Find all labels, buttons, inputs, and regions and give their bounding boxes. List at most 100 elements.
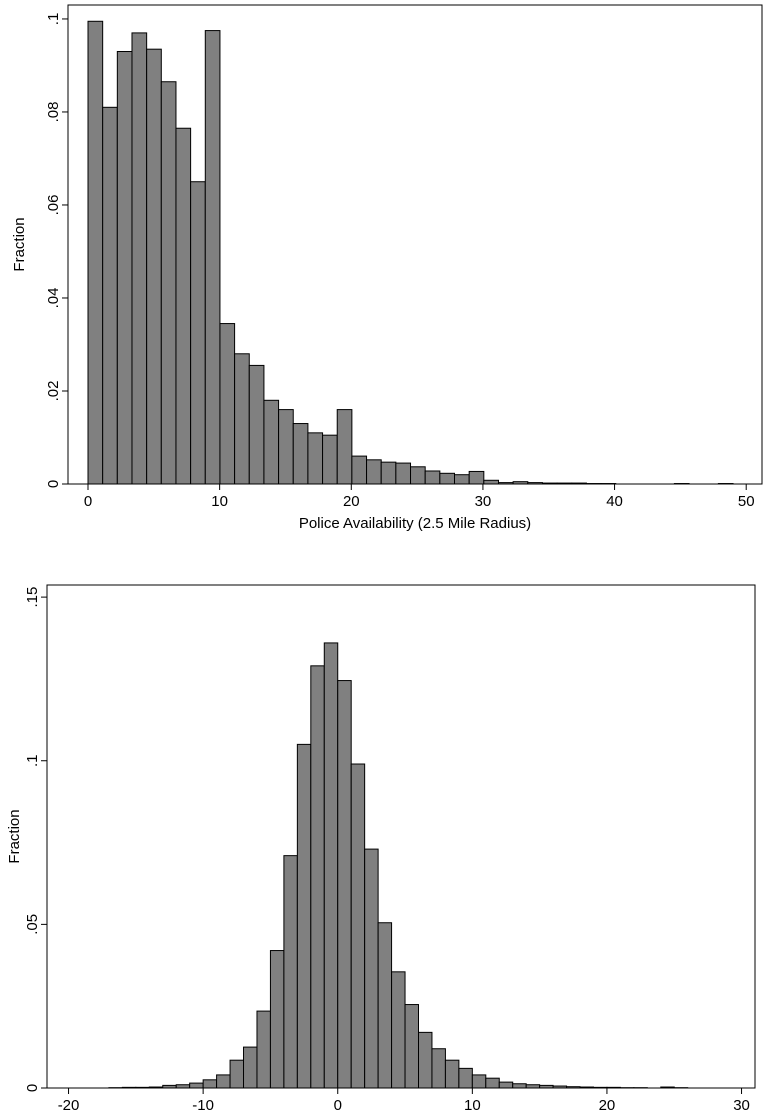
bar	[160, 81, 177, 485]
bar	[307, 432, 324, 485]
x-tick-label: 50	[738, 493, 755, 510]
bar	[485, 1077, 500, 1089]
x-tick-label: -10	[192, 1097, 214, 1114]
bar	[278, 409, 294, 485]
bar	[471, 1074, 487, 1089]
y-tick-label: 0	[45, 480, 62, 488]
bar	[377, 922, 393, 1089]
bar	[395, 462, 412, 485]
bar	[410, 466, 426, 485]
bar	[512, 481, 529, 485]
bar	[283, 855, 298, 1089]
bar	[366, 459, 382, 485]
y-tick-label: .08	[45, 102, 62, 123]
x-tick-label: 10	[464, 1097, 481, 1114]
y-tick-label: .1	[24, 754, 41, 767]
bar	[229, 1059, 245, 1089]
bar	[162, 1084, 177, 1089]
bar	[483, 479, 499, 485]
bar	[323, 642, 339, 1089]
bar	[202, 1079, 218, 1089]
bar	[454, 474, 470, 485]
bar	[296, 743, 312, 1089]
bar	[606, 1086, 621, 1089]
bar	[243, 1046, 258, 1089]
bar	[431, 1048, 446, 1089]
bar	[592, 1086, 608, 1089]
x-tick-label: 20	[343, 493, 360, 510]
y-tick-label: .15	[24, 587, 41, 608]
x-tick-label: 20	[599, 1097, 616, 1114]
bar	[189, 1082, 204, 1089]
y-tick-label: 0	[24, 1084, 41, 1092]
bar	[498, 1081, 514, 1089]
bar	[87, 20, 104, 485]
bar	[660, 1086, 675, 1089]
bar	[556, 482, 573, 485]
x-tick-label: 30	[733, 1097, 750, 1114]
bar	[541, 482, 558, 485]
x-tick-label: 30	[475, 493, 492, 510]
bar	[234, 353, 250, 485]
bar	[292, 423, 309, 485]
bar	[216, 1074, 231, 1089]
bar	[444, 1059, 460, 1089]
x-tick-label: 10	[211, 493, 228, 510]
bar	[148, 1086, 164, 1089]
y-tick-label: .02	[45, 381, 62, 402]
bar	[380, 461, 397, 485]
bar	[204, 30, 221, 485]
bar	[351, 455, 368, 485]
bar	[404, 1004, 419, 1089]
bar	[527, 482, 543, 485]
bar	[190, 181, 206, 485]
bar	[322, 434, 338, 485]
bar	[566, 1086, 581, 1089]
bar	[552, 1085, 568, 1089]
bar	[310, 665, 325, 1089]
y-axis-label: Fraction	[6, 809, 23, 863]
bar	[337, 680, 352, 1089]
bar	[248, 364, 265, 485]
bar	[525, 1084, 541, 1089]
bar	[364, 848, 379, 1089]
bar	[135, 1086, 150, 1089]
bar	[391, 971, 406, 1089]
bar	[571, 482, 587, 485]
bar	[417, 1031, 433, 1089]
bar	[497, 482, 514, 485]
bar	[512, 1083, 527, 1089]
y-tick-label: .05	[24, 914, 41, 935]
x-axis-label: Police Availability (2.5 Mile Radius)	[285, 1119, 517, 1120]
x-tick-label: 40	[606, 493, 623, 510]
bar	[175, 127, 192, 485]
bar	[458, 1067, 473, 1089]
bar	[256, 1010, 271, 1089]
bar	[102, 106, 118, 485]
x-axis-label: Police Availability (2.5 Mile Radius)	[299, 515, 531, 532]
y-tick-label: .06	[45, 195, 62, 216]
bar	[468, 470, 485, 485]
bar	[424, 470, 441, 485]
bar	[175, 1084, 191, 1089]
bar	[219, 323, 236, 485]
y-tick-label: .1	[45, 13, 62, 26]
bar	[579, 1086, 594, 1089]
bar	[269, 950, 285, 1089]
x-tick-label: 0	[84, 493, 92, 510]
bar	[146, 48, 162, 485]
bar	[336, 409, 353, 485]
bar	[350, 763, 366, 1089]
bar	[263, 399, 280, 485]
x-tick-label: -20	[58, 1097, 80, 1114]
bar	[131, 32, 148, 485]
bar	[439, 472, 456, 485]
y-axis-label: Fraction	[11, 217, 28, 271]
bar	[121, 1086, 137, 1089]
bar	[116, 51, 133, 485]
x-tick-label: 0	[334, 1097, 342, 1114]
y-tick-label: .04	[45, 288, 62, 309]
bar	[539, 1084, 554, 1089]
